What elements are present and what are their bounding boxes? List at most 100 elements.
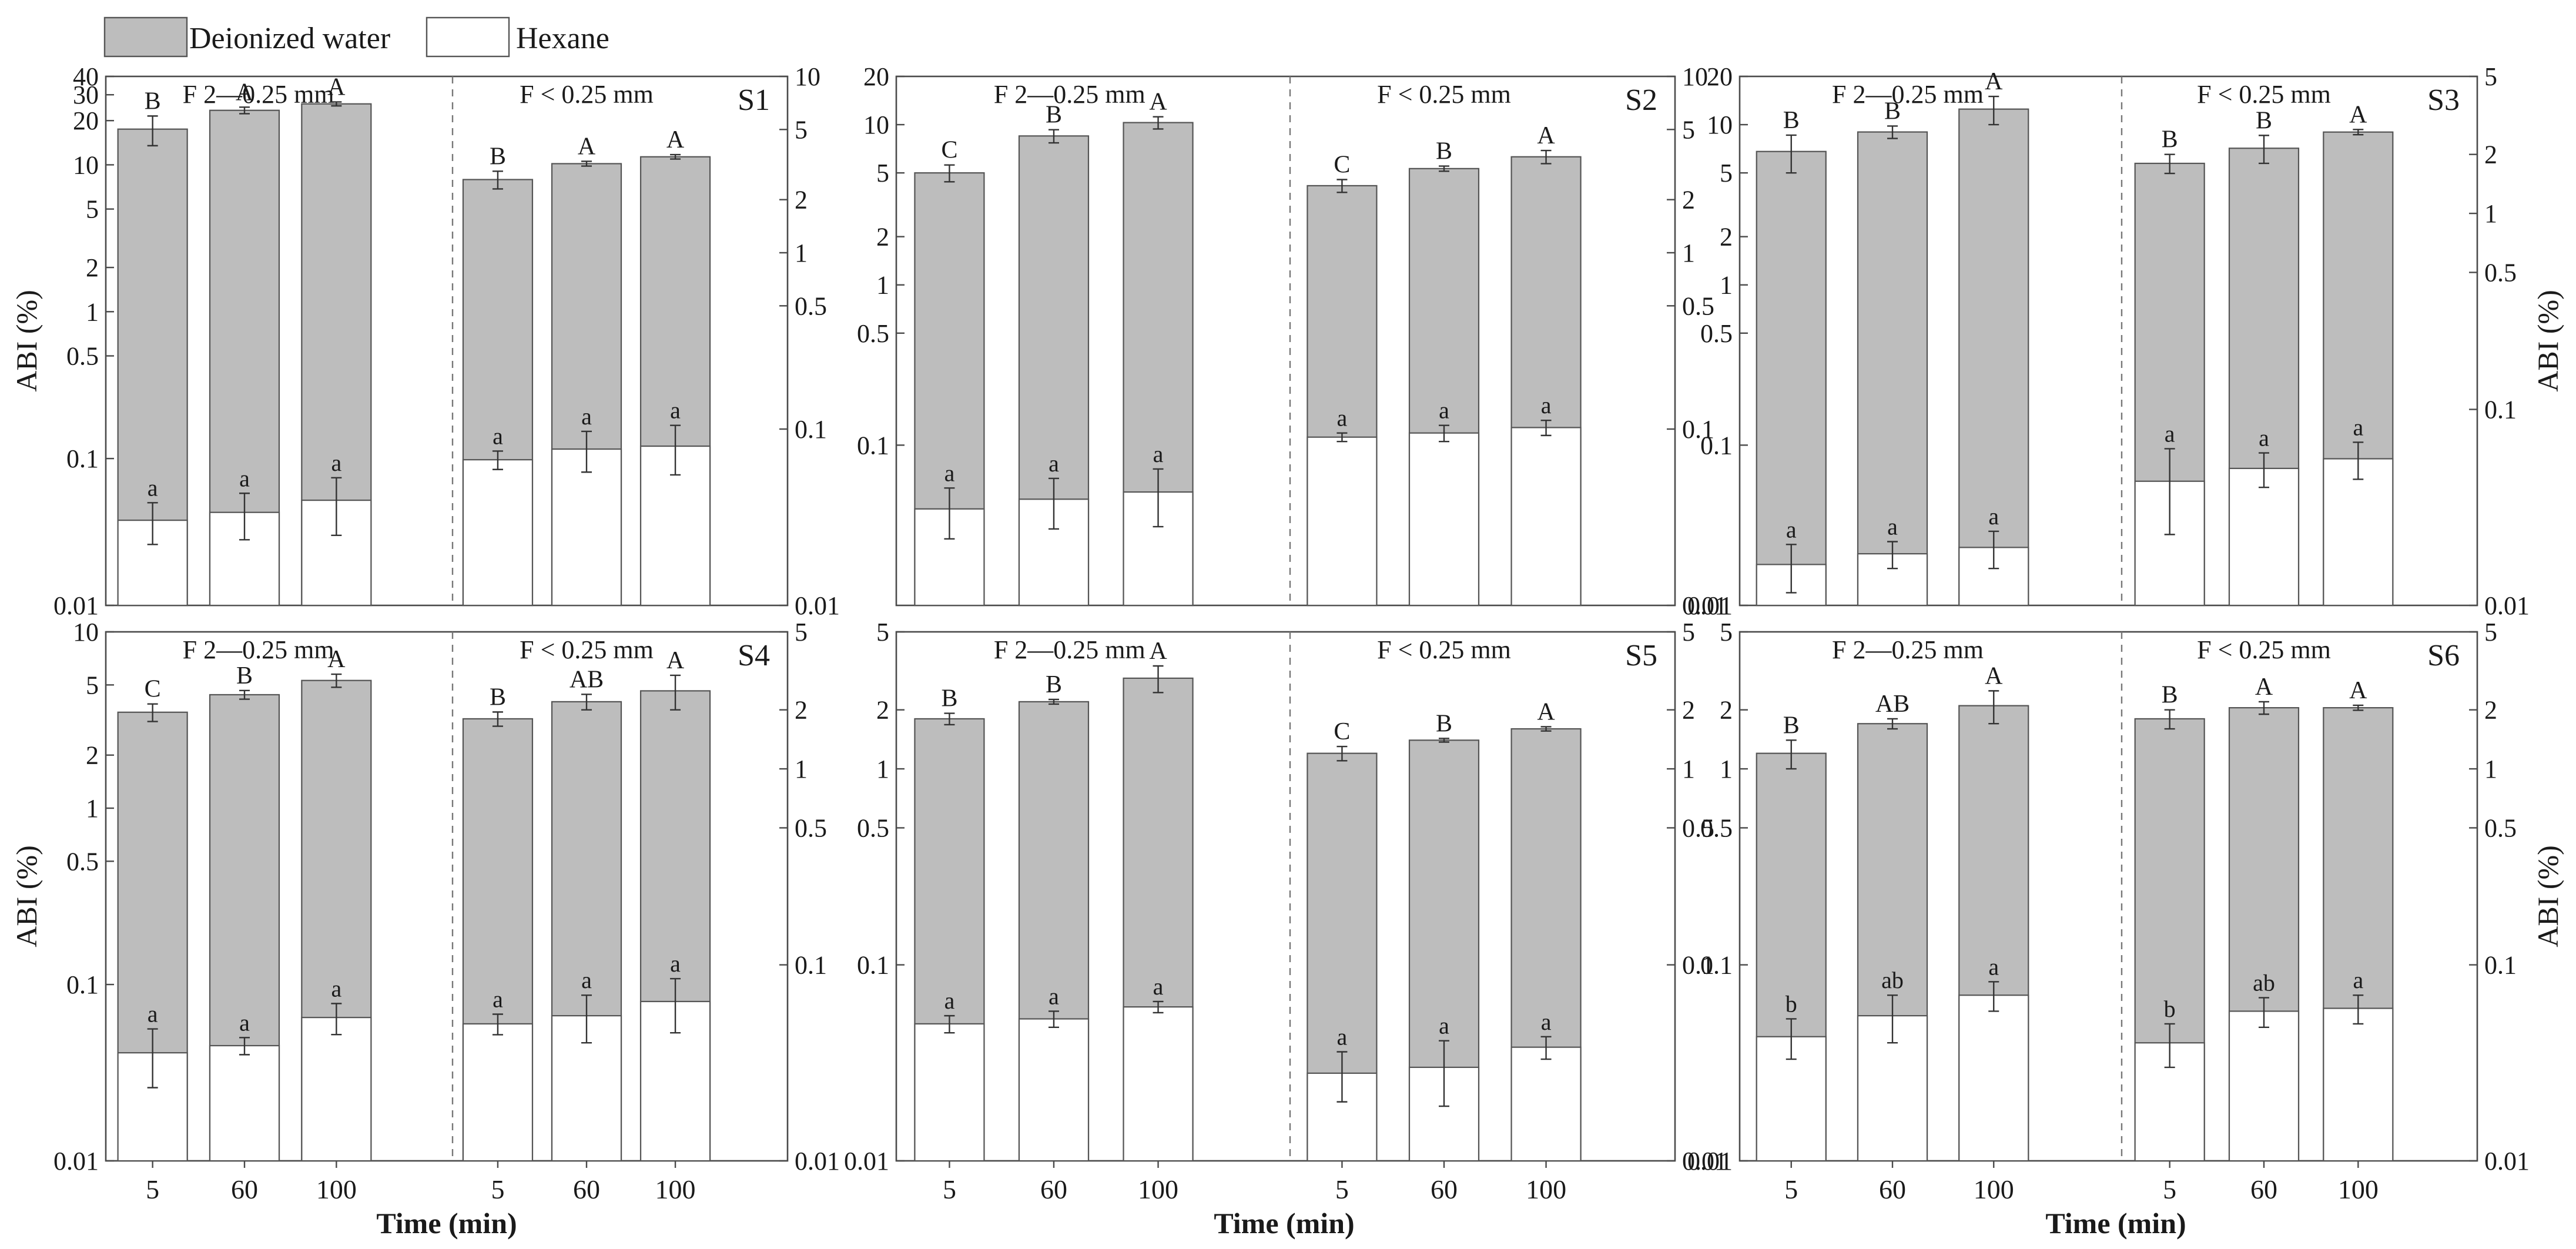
significance-letter-deionized: C bbox=[941, 137, 957, 164]
significance-letter-deionized: A bbox=[1149, 638, 1167, 665]
significance-letter-hexane: a bbox=[1439, 1013, 1449, 1039]
y-tick-label: 2 bbox=[1720, 223, 1733, 252]
significance-letter-deionized: A bbox=[578, 133, 596, 160]
significance-letter-hexane: a bbox=[2165, 420, 2175, 447]
y-tick-label: 1 bbox=[2484, 755, 2497, 783]
left-fraction-group: 0.1 0.5 1 2 5 10 20 F 2—0.25 mm Ca Ba Aa bbox=[857, 62, 1194, 607]
y-tick-label: 0.5 bbox=[66, 847, 99, 876]
y-tick-label: 2 bbox=[86, 741, 99, 770]
x-tick-label: 60 bbox=[2250, 1174, 2277, 1204]
x-tick-label: 60 bbox=[573, 1174, 600, 1204]
x-tick-label: 5 bbox=[2163, 1174, 2176, 1204]
y-axis-title: ABI (%) bbox=[10, 845, 43, 947]
error-bar-hexane bbox=[147, 1028, 158, 1089]
bar-deionized-water bbox=[1958, 108, 2029, 607]
legend-label-hexane: Hexane bbox=[516, 22, 609, 55]
x-tick-label: 100 bbox=[1526, 1174, 1566, 1204]
error-bar-hexane bbox=[1439, 424, 1449, 443]
significance-letter-deionized: B bbox=[941, 685, 957, 712]
y-tick-label: 0.5 bbox=[2484, 813, 2517, 842]
legend: Deionized water Hexane bbox=[103, 16, 609, 58]
left-fraction-group: 0.01 0.1 0.5 1 2 5 10 F 2—0.25 mm Ca 5 Ba 60 Aa 100 bbox=[53, 618, 372, 1204]
x-tick-label: 5 bbox=[1784, 1174, 1798, 1204]
error-bar-hexane bbox=[1988, 981, 1999, 1012]
panel-frame bbox=[105, 75, 789, 607]
y-tick-label: 0.01 bbox=[53, 1147, 99, 1176]
y-tick-label: 2 bbox=[1720, 696, 1733, 725]
x-tick-label: 5 bbox=[491, 1174, 504, 1204]
bar-hexane bbox=[1408, 432, 1480, 607]
y-tick-label: 10 bbox=[795, 62, 820, 91]
error-bar-deionized-water bbox=[2353, 129, 2364, 136]
y-tick-label: 0.1 bbox=[1700, 431, 1733, 460]
error-bar-hexane bbox=[1049, 1010, 1059, 1029]
error-bar-deionized-water bbox=[239, 106, 250, 115]
significance-letter-deionized: A bbox=[327, 646, 346, 673]
bar-hexane bbox=[1307, 436, 1378, 607]
x-tick-label: 5 bbox=[146, 1174, 159, 1204]
error-bar-hexane bbox=[944, 1014, 955, 1034]
error-bar-deionized-water bbox=[1786, 134, 1797, 174]
error-bar-hexane bbox=[1540, 1036, 1552, 1060]
y-tick-label: 0.5 bbox=[795, 292, 827, 320]
error-bar-deionized-water bbox=[1988, 95, 1999, 126]
y-tick-label: 0.01 bbox=[1687, 1147, 1733, 1176]
y-tick-label: 10 bbox=[863, 110, 889, 139]
significance-letter-hexane: a bbox=[1153, 441, 1164, 467]
error-bar-deionized-water bbox=[147, 115, 158, 147]
fraction-label: F 2—0.25 mm bbox=[994, 635, 1145, 664]
y-tick-label: 10 bbox=[73, 618, 99, 647]
error-bar-deionized-water bbox=[1887, 125, 1898, 139]
y-tick-label: 2 bbox=[86, 253, 99, 282]
right-fraction-group: 0.01 0.1 0.5 1 2 5 F < 0.25 mm Ca 5 Ba 60 Aa 100 bbox=[1307, 618, 1727, 1204]
significance-letter-deionized: B bbox=[145, 88, 161, 115]
error-bar-hexane bbox=[1887, 541, 1898, 570]
panel-frame bbox=[895, 75, 1676, 607]
error-bar-deionized-water bbox=[492, 711, 503, 727]
error-bar-deionized-water bbox=[1153, 665, 1164, 694]
legend-swatch-hexane bbox=[426, 16, 510, 58]
x-axis-title: Time (min) bbox=[1214, 1207, 1354, 1240]
panel-title: S1 bbox=[738, 83, 770, 117]
y-tick-label: 0.5 bbox=[1700, 813, 1733, 842]
significance-letter-hexane: a bbox=[331, 450, 341, 476]
y-tick-label: 5 bbox=[1720, 159, 1733, 187]
error-bar-hexane bbox=[581, 430, 592, 473]
error-bar-hexane bbox=[2259, 452, 2269, 488]
y-tick-label: 0.5 bbox=[857, 813, 889, 842]
right-fraction-group: 0.01 0.1 0.5 1 2 5 10 F < 0.25 mm Ca Ba Aa bbox=[1307, 62, 1727, 620]
fraction-label: F < 0.25 mm bbox=[1377, 80, 1511, 109]
error-bar-hexane bbox=[1786, 544, 1797, 594]
y-tick-label: 5 bbox=[795, 115, 808, 144]
y-tick-label: 0.01 bbox=[795, 1147, 840, 1176]
y-tick-label: 0.01 bbox=[795, 591, 840, 620]
y-tick-label: 1 bbox=[2484, 199, 2497, 228]
y-tick-label: 0.1 bbox=[2484, 951, 2517, 980]
error-bar-deionized-water bbox=[2164, 153, 2175, 175]
bar-hexane bbox=[914, 1023, 985, 1162]
error-bar-deionized-water bbox=[1540, 149, 1552, 165]
error-bar-deionized-water bbox=[1153, 116, 1164, 130]
significance-letter-hexane: a bbox=[581, 403, 592, 430]
y-axis-title-right: ABI (%) bbox=[2531, 290, 2564, 392]
y-tick-label: 2 bbox=[876, 696, 889, 725]
bar-hexane bbox=[2228, 1010, 2300, 1162]
y-tick-label: 1 bbox=[1682, 239, 1695, 267]
y-tick-label: 10 bbox=[1707, 110, 1733, 139]
error-bar-deionized-water bbox=[1540, 726, 1552, 732]
bar-hexane bbox=[462, 1023, 534, 1162]
significance-letter-hexane: a bbox=[239, 1009, 250, 1036]
significance-letter-hexane: a bbox=[493, 423, 503, 449]
error-bar-deionized-water bbox=[944, 164, 955, 183]
y-tick-label: 5 bbox=[2484, 618, 2497, 647]
error-bar-hexane bbox=[1049, 477, 1059, 530]
significance-letter-deionized: B bbox=[490, 143, 506, 170]
significance-letter-hexane: a bbox=[1337, 405, 1348, 431]
y-tick-label: 0.5 bbox=[1682, 813, 1714, 842]
error-bar-deionized-water bbox=[1336, 179, 1348, 193]
error-bar-deionized-water bbox=[1049, 698, 1059, 705]
